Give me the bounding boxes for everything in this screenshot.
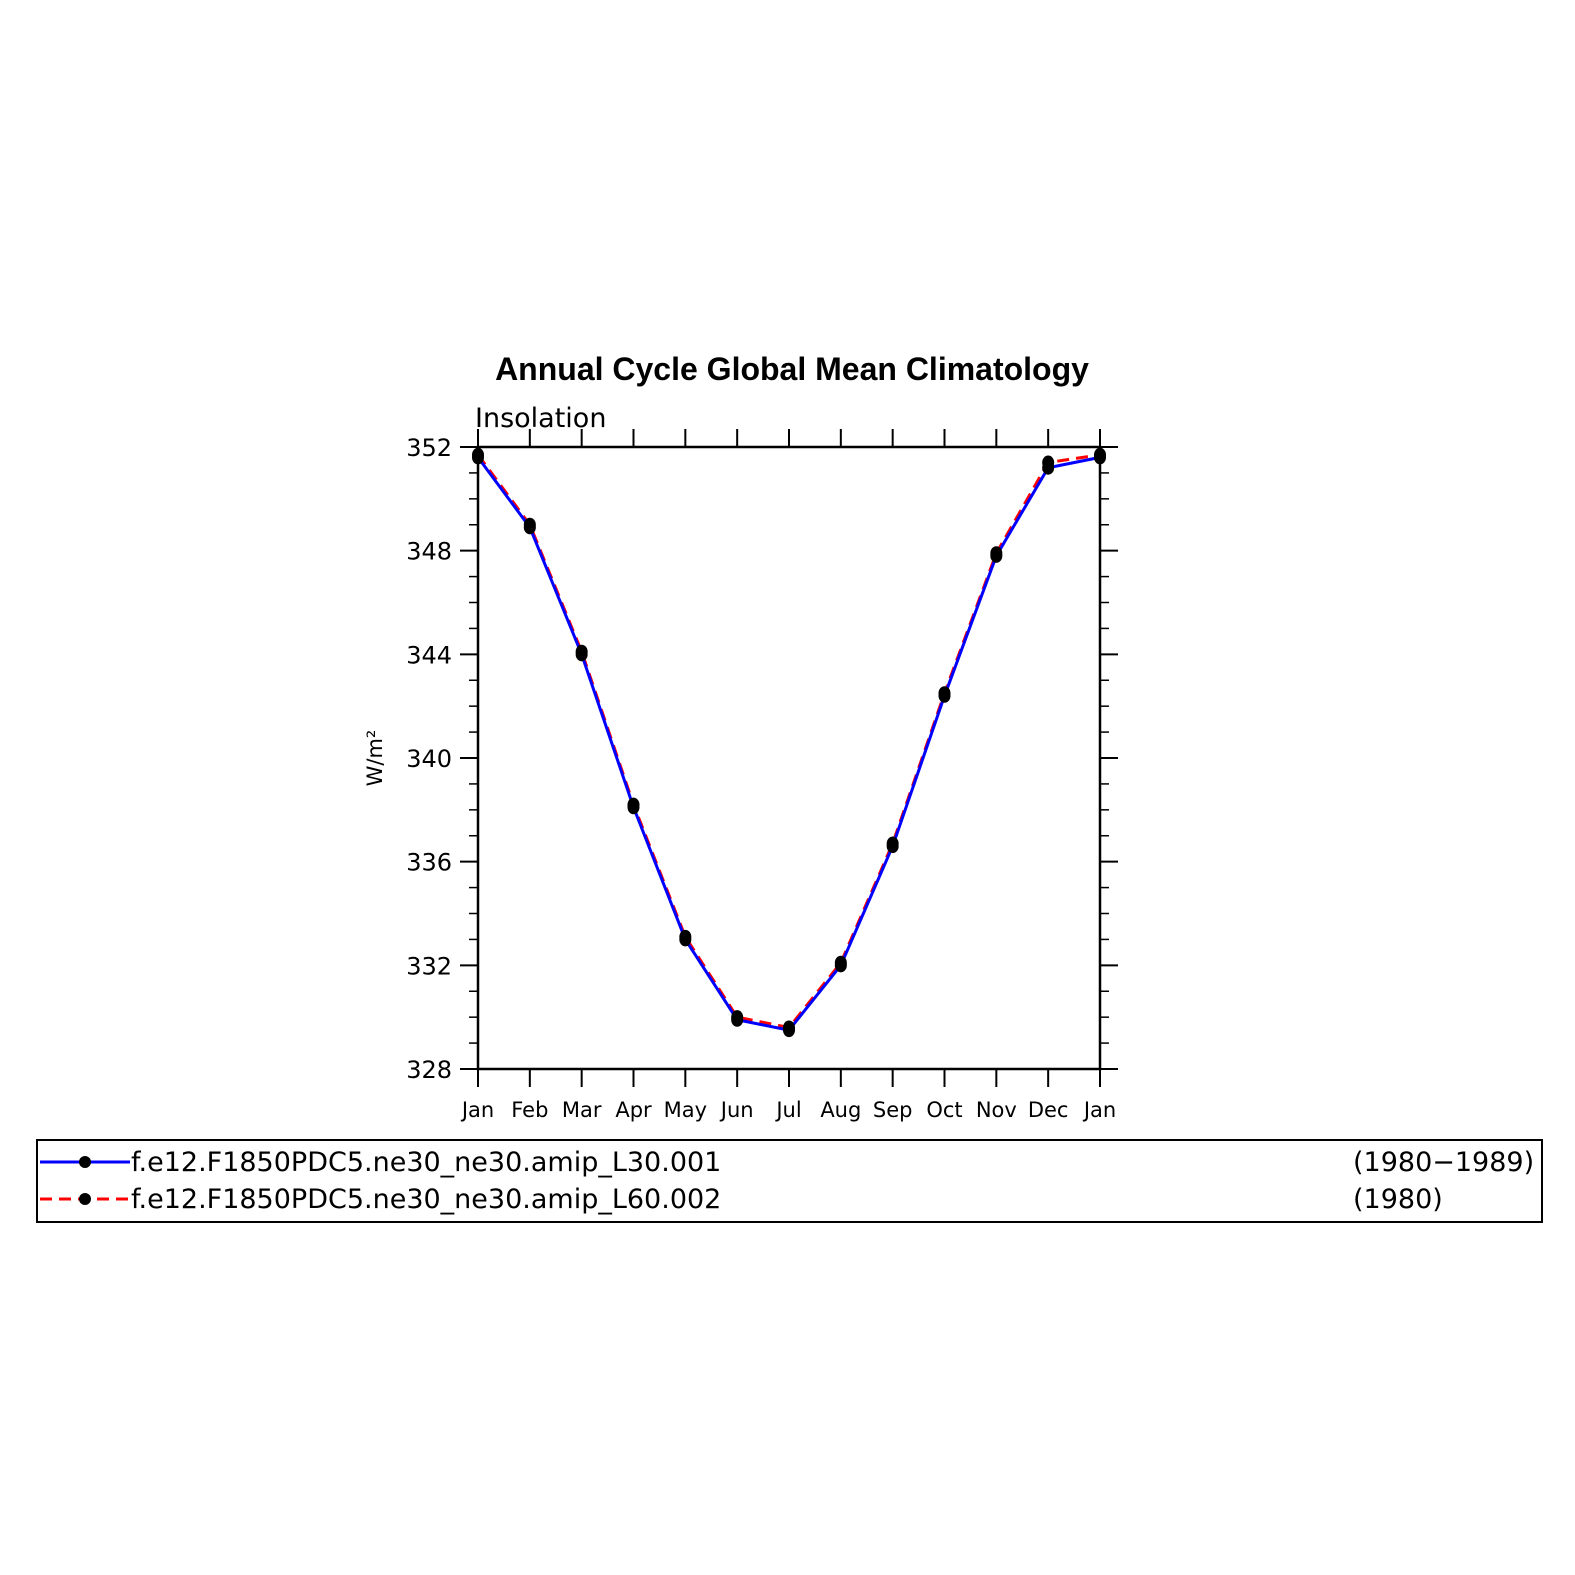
chart-subtitle: Insolation: [475, 403, 606, 434]
data-point-series-2: [938, 686, 951, 701]
x-tick-label: Nov: [976, 1098, 1017, 1122]
series-markers: [472, 447, 1106, 1038]
x-tick-label: Apr: [615, 1098, 652, 1122]
y-tick-label: 340: [406, 745, 452, 773]
x-tick-label: Jan: [1082, 1098, 1116, 1122]
x-tick-label: Sep: [873, 1098, 913, 1122]
legend: f.e12.F1850PDC5.ne30_ne30.amip_L30.001 (…: [36, 1139, 1543, 1223]
legend-period-series-2: (1980): [1353, 1184, 1443, 1215]
data-point-series-2: [472, 447, 484, 462]
axis-ticks: [460, 429, 1118, 1087]
y-tick-label: 332: [406, 952, 452, 980]
series-line-1: [476, 455, 1101, 1032]
legend-label-series-1: f.e12.F1850PDC5.ne30_ne30.amip_L30.001: [131, 1147, 721, 1178]
x-tick-label: Jan: [460, 1098, 494, 1122]
legend-box: [36, 1139, 1543, 1223]
data-point-series-2: [990, 546, 1003, 561]
series-lines: [476, 453, 1101, 1032]
data-point-series-2: [834, 955, 847, 970]
y-axis-label: W/m²: [363, 730, 387, 787]
data-point-series-2: [731, 1010, 744, 1025]
data-point-series-2: [679, 929, 692, 944]
data-point-series-2: [1094, 447, 1106, 462]
y-tick-labels: 328 332 336 340 344 348 352: [406, 434, 452, 1084]
x-tick-label: Mar: [562, 1098, 602, 1122]
x-tick-label: Aug: [820, 1098, 861, 1122]
x-tick-label: May: [664, 1098, 707, 1122]
x-tick-labels: Jan Feb Mar Apr May Jun Jul Aug Sep Oct Nov Dec Jan: [460, 1098, 1116, 1122]
data-point-series-2: [575, 644, 588, 659]
legend-marker-series-2: [79, 1193, 91, 1205]
y-tick-label: 344: [406, 641, 452, 669]
y-tick-label: 336: [406, 849, 452, 877]
data-point-series-2: [886, 836, 899, 851]
data-point-series-2: [627, 797, 640, 812]
y-tick-label: 328: [406, 1056, 452, 1084]
legend-period-series-1: (1980−1989): [1353, 1147, 1534, 1178]
data-point-series-2: [1042, 455, 1055, 470]
x-tick-label: Jul: [774, 1098, 801, 1122]
data-point-series-2: [783, 1020, 795, 1035]
x-tick-label: Oct: [926, 1098, 962, 1122]
x-tick-label: Jun: [719, 1098, 754, 1122]
chart-title: Annual Cycle Global Mean Climatology: [495, 351, 1089, 387]
x-tick-label: Dec: [1028, 1098, 1069, 1122]
y-tick-label: 348: [406, 538, 452, 566]
legend-marker-series-1: [79, 1156, 91, 1168]
legend-label-series-2: f.e12.F1850PDC5.ne30_ne30.amip_L60.002: [131, 1184, 721, 1215]
y-tick-label: 352: [406, 434, 452, 462]
data-point-series-2: [523, 517, 536, 532]
x-tick-label: Feb: [511, 1098, 548, 1122]
